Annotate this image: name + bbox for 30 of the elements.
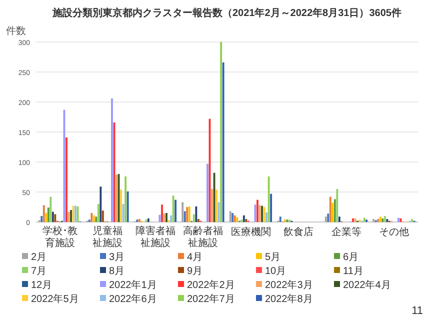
legend-label: 2月 bbox=[31, 252, 47, 263]
legend-label: 2022年7月 bbox=[187, 293, 235, 305]
legend-label: 10月 bbox=[265, 266, 286, 277]
x-tick-label: 障害者福祉施設 bbox=[135, 225, 176, 249]
legend-label: 11月 bbox=[343, 266, 364, 277]
legend-label: 2022年1月 bbox=[109, 279, 157, 291]
legend-label: 2022年6月 bbox=[109, 293, 157, 305]
x-tick-label: 企業等 bbox=[331, 226, 362, 238]
legend-label: 2022年8月 bbox=[265, 293, 313, 305]
x-tick-label: 医療機関 bbox=[230, 226, 271, 238]
legend-label: 4月 bbox=[187, 252, 203, 263]
legend-label: 2022年5月 bbox=[31, 293, 79, 305]
legend-label: 9月 bbox=[187, 266, 203, 277]
x-tick-label: 高齢者福祉施設 bbox=[183, 225, 224, 249]
legend-label: 2022年3月 bbox=[265, 279, 313, 291]
text: 11 bbox=[412, 305, 423, 317]
legend-label: 12月 bbox=[31, 280, 52, 291]
legend-label: 5月 bbox=[265, 252, 281, 263]
legend-label: 7月 bbox=[31, 266, 47, 277]
legend-label: 3月 bbox=[109, 252, 125, 263]
x-tick-label: 学校･教育施設 bbox=[42, 225, 78, 249]
legend-label: 6月 bbox=[343, 252, 359, 263]
legend-label: 2022年2月 bbox=[187, 279, 235, 291]
x-tick-label: 飲食店 bbox=[284, 226, 314, 238]
chart-title: 施設分類別東京都内クラスター報告数（2021年2月～2022年8月31日）3605件 bbox=[52, 7, 402, 19]
x-tick-label: その他 bbox=[379, 226, 410, 238]
legend-label: 8月 bbox=[109, 266, 125, 277]
x-tick-label: 児童福祉施設 bbox=[92, 225, 123, 249]
legend-label: 2022年4月 bbox=[343, 279, 391, 291]
y-axis-title: 件数 bbox=[6, 26, 26, 37]
